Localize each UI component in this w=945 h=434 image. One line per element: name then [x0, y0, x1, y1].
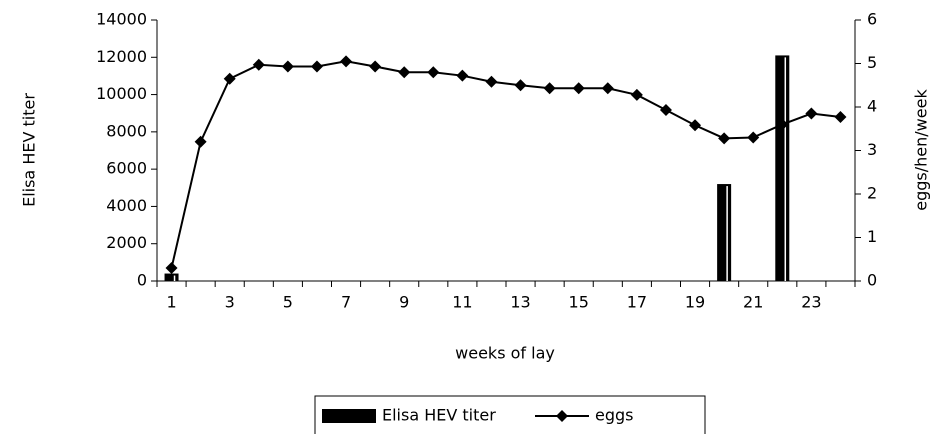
marker — [834, 111, 847, 124]
y-tick-label: 0 — [137, 271, 147, 290]
bar — [775, 55, 790, 281]
legend-box — [314, 395, 706, 434]
x-tick-label: 7 — [341, 293, 351, 312]
y2-tick-label: 4 — [867, 97, 877, 116]
marker — [572, 82, 585, 95]
x-tick-label: 1 — [166, 293, 176, 312]
marker — [427, 66, 440, 79]
y-tick-label: 14000 — [96, 10, 147, 29]
marker — [659, 104, 672, 117]
marker — [805, 107, 818, 120]
x-tick-label: 3 — [225, 293, 235, 312]
y2-tick-label: 5 — [867, 53, 877, 72]
x-tick-label: 15 — [569, 293, 589, 312]
y2-tick-label: 2 — [867, 184, 877, 203]
x-tick-label: 11 — [452, 293, 472, 312]
marker — [252, 58, 265, 71]
legend-label: Elisa HEV titer — [382, 406, 496, 425]
x-tick-label: 9 — [399, 293, 409, 312]
bar — [717, 184, 732, 281]
y-tick-label: 8000 — [106, 121, 147, 140]
y-tick-label: 4000 — [106, 196, 147, 215]
marker — [223, 72, 236, 85]
x-tick-label: 23 — [801, 293, 821, 312]
y-tick-label: 12000 — [96, 47, 147, 66]
marker — [485, 75, 498, 88]
marker — [689, 119, 702, 132]
y2-tick-label: 0 — [867, 271, 877, 290]
y-tick-label: 2000 — [106, 233, 147, 252]
y2-tick-label: 1 — [867, 227, 877, 246]
marker — [718, 132, 731, 145]
marker — [398, 66, 411, 79]
marker — [310, 60, 323, 73]
bar — [164, 273, 179, 281]
marker — [456, 69, 469, 82]
marker — [281, 60, 294, 73]
x-tick-label: 21 — [743, 293, 763, 312]
y2-axis-title: eggs/hen/week — [912, 89, 931, 211]
y2-tick-label: 6 — [867, 10, 877, 29]
marker — [514, 79, 527, 92]
marker — [340, 55, 353, 68]
x-tick-label: 19 — [685, 293, 705, 312]
marker — [194, 135, 207, 148]
x-axis-title: weeks of lay — [455, 344, 555, 363]
y2-tick-label: 3 — [867, 140, 877, 159]
marker — [747, 131, 760, 144]
x-tick-label: 17 — [627, 293, 647, 312]
legend-swatch — [322, 409, 376, 423]
marker — [601, 82, 614, 95]
legend-label: eggs — [595, 406, 634, 425]
y-tick-label: 10000 — [96, 84, 147, 103]
x-tick-label: 5 — [283, 293, 293, 312]
marker — [776, 118, 789, 131]
line — [170, 60, 841, 269]
x-tick-label: 13 — [510, 293, 530, 312]
marker — [630, 88, 643, 101]
legend-marker — [556, 410, 568, 422]
marker — [165, 261, 178, 274]
y-tick-label: 6000 — [106, 159, 147, 178]
y-axis-title: Elisa HEV titer — [20, 93, 39, 207]
marker — [369, 60, 382, 73]
marker — [543, 82, 556, 95]
